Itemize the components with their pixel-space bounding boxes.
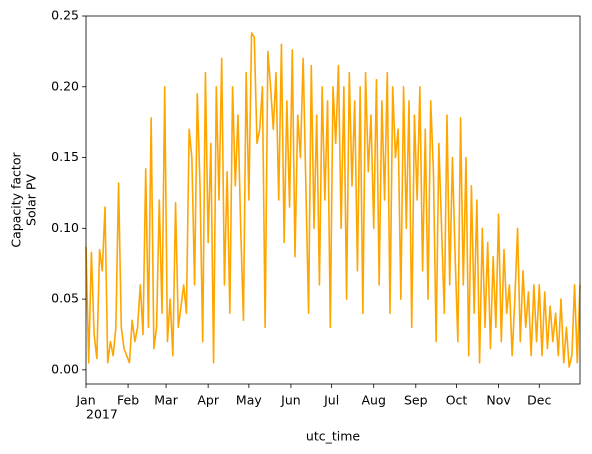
x-tick-label: Dec [527,393,551,408]
y-tick-label: 0.20 [51,78,79,93]
x-tick-label: Nov [486,393,511,408]
y-tick-label: 0.25 [51,8,79,23]
x-tick-label: Aug [362,393,386,408]
y-axis-label: Solar PV [24,174,39,226]
x-axis-label: utc_time [306,429,360,444]
x-tick-label: Jan [75,393,95,408]
x-tick-label: May [236,393,262,408]
y-tick-label: 0.15 [51,149,79,164]
y-tick-label: 0.00 [51,361,79,376]
x-tick-label: Mar [154,393,178,408]
plot-frame [85,15,581,385]
x-tick-label: Jul [323,393,339,408]
x-year-label: 2017 [86,407,118,422]
x-tick-label: Feb [117,393,139,408]
y-axis-label: Capacity factor [9,152,24,248]
x-tick-label: Sep [404,393,428,408]
y-tick-label: 0.10 [51,220,79,235]
x-tick-label: Jun [280,393,301,408]
y-tick-label: 0.05 [51,291,79,306]
x-tick-label: Apr [197,393,219,408]
x-tick-label: Oct [446,393,468,408]
line-series [85,32,581,368]
